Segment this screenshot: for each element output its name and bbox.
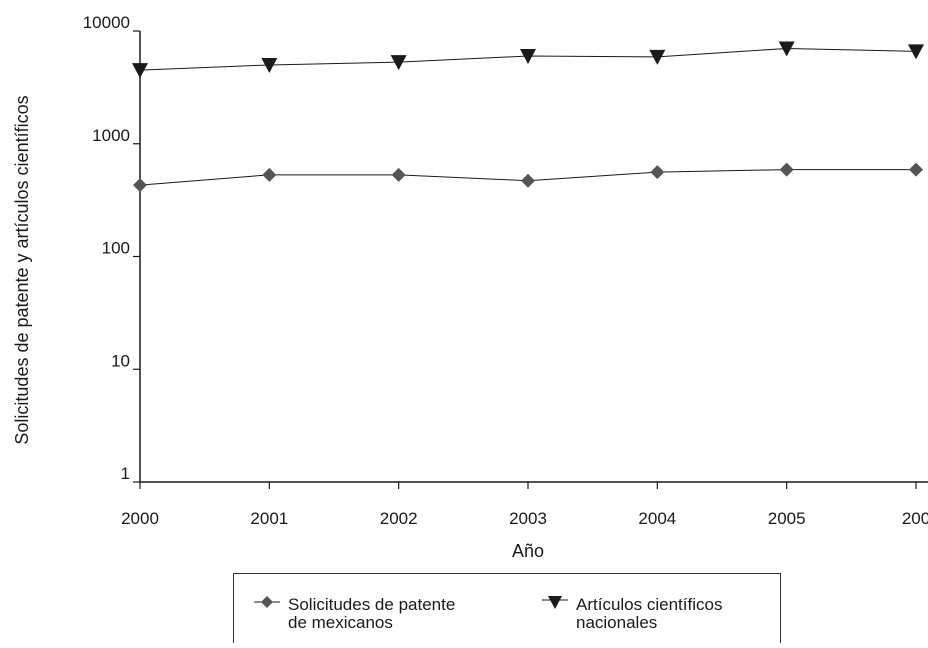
legend-item-articles: Artículos científicos nacionales	[542, 595, 806, 632]
y-tick-label: 1	[121, 464, 130, 483]
legend-item-patents: Solicitudes de patente de mexicanos	[254, 595, 518, 632]
y-tick-label: 10	[111, 351, 130, 370]
axes: 1 10 100 1000 10000 2000 2001 2002 2003 2004 2005 2…	[83, 13, 928, 528]
data-point-diamond	[779, 162, 794, 177]
x-tick-label: 2001	[250, 509, 288, 528]
y-axis-title: Solicitudes de patente y artículos cient…	[12, 95, 32, 444]
legend-label-line-1: Artículos científicos	[576, 595, 723, 614]
data-point-triangle	[649, 49, 666, 65]
legend-label-line-2: nacionales	[576, 613, 658, 632]
legend-label-line-2: de mexicanos	[288, 613, 393, 632]
data-point-diamond	[909, 162, 923, 177]
legend: Solicitudes de patente de mexicanos Artí…	[233, 573, 781, 643]
data-point-diamond	[521, 173, 535, 188]
legend-label-line-1: Solicitudes de patente	[288, 595, 456, 614]
y-tick-label: 10000	[83, 13, 130, 32]
data-point-diamond	[650, 165, 665, 180]
x-tick-label: 2005	[768, 509, 806, 528]
data-point-diamond	[133, 178, 147, 193]
data-point-diamond	[262, 167, 277, 182]
series-layer	[132, 41, 924, 193]
data-point-triangle	[132, 63, 148, 79]
x-tick-label: 2003	[509, 509, 547, 528]
legend-diamond-icon	[254, 596, 280, 608]
x-tick-label: 2000	[121, 509, 159, 528]
y-tick-label: 1000	[92, 126, 130, 145]
x-tick-label: 200	[902, 509, 928, 528]
x-axis-title: Año	[512, 541, 544, 561]
data-point-triangle	[390, 55, 407, 71]
legend-triangle-down-icon	[542, 596, 568, 609]
y-tick-label: 100	[102, 239, 130, 258]
x-tick-label: 2004	[638, 509, 676, 528]
data-point-triangle	[520, 49, 536, 65]
data-point-triangle	[261, 57, 278, 73]
data-point-triangle	[778, 41, 795, 57]
data-point-triangle	[908, 44, 924, 60]
data-point-diamond	[391, 167, 406, 182]
x-tick-label: 2002	[380, 509, 418, 528]
